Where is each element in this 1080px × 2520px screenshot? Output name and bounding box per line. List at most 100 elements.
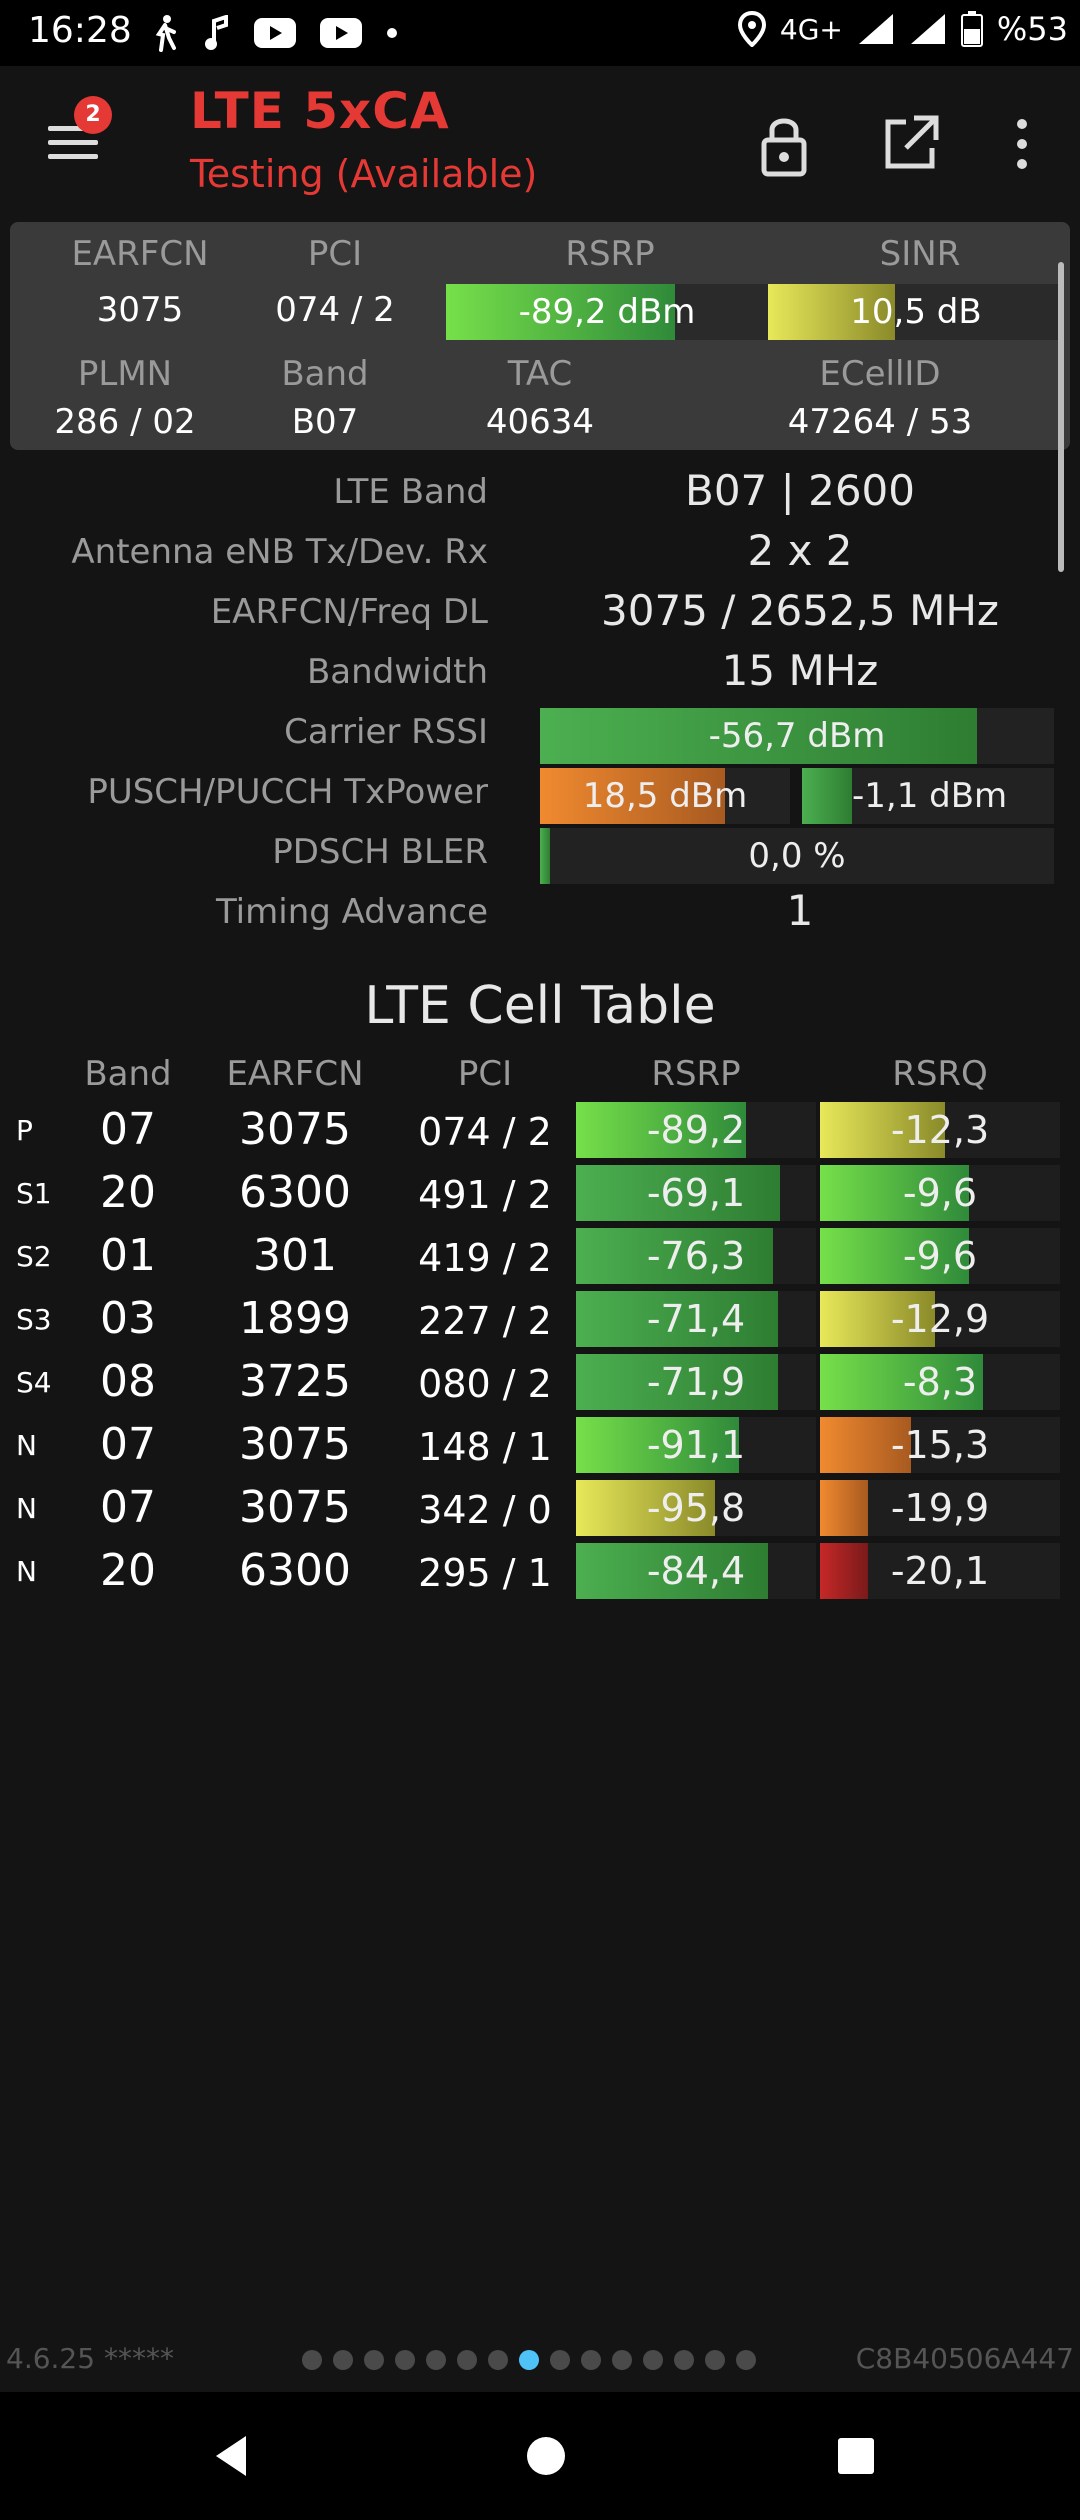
page-dot[interactable] xyxy=(302,2350,322,2370)
lte-band-value: B07 | 2600 xyxy=(685,466,915,515)
app-version: 4.6.25 ***** xyxy=(6,2342,174,2375)
cell-rsrq-fill xyxy=(820,1291,936,1347)
page-dot[interactable] xyxy=(736,2350,756,2370)
open-external-button[interactable] xyxy=(870,104,950,184)
navigation-bar xyxy=(0,2392,1080,2520)
more-vert-icon xyxy=(1017,119,1027,169)
band-value: B07 xyxy=(291,402,359,442)
lock-icon xyxy=(761,118,807,177)
page-dot[interactable] xyxy=(705,2350,725,2370)
bler-value: 0,0 % xyxy=(748,836,846,876)
bandwidth-row: Bandwidth 15 MHz xyxy=(0,646,1080,706)
back-button[interactable] xyxy=(202,2426,262,2486)
page-dot[interactable] xyxy=(364,2350,384,2370)
cell-type: S2 xyxy=(16,1240,52,1273)
cell-rsrp-bar: -71,4 xyxy=(576,1291,816,1347)
cell-band: 08 xyxy=(100,1356,156,1407)
cell-rsrq-fill xyxy=(820,1165,969,1221)
cell-earfcn: 1899 xyxy=(239,1293,351,1344)
battery-icon xyxy=(960,11,983,47)
earfcn-value: 3075 xyxy=(96,290,184,330)
cell-rsrq-fill xyxy=(820,1102,945,1158)
bler-row: PDSCH BLER 0,0 % xyxy=(0,826,1080,886)
txpower-label: PUSCH/PUCCH TxPower xyxy=(87,772,488,812)
cell-rsrp-fill xyxy=(576,1291,778,1347)
pci-column-header: PCI xyxy=(457,1054,513,1094)
lock-button[interactable] xyxy=(744,104,824,184)
page-dot[interactable] xyxy=(581,2350,601,2370)
location-icon xyxy=(737,11,766,47)
cell-type: N xyxy=(16,1492,37,1525)
cell-rsrp-fill xyxy=(576,1480,716,1536)
status-time: 16:28 xyxy=(28,10,132,51)
cell-earfcn: 3725 xyxy=(239,1356,351,1407)
rssi-value: -56,7 dBm xyxy=(708,716,886,756)
signal-icon xyxy=(910,14,945,44)
antenna-row: Antenna eNB Tx/Dev. Rx 2 x 2 xyxy=(0,526,1080,586)
page-dot[interactable] xyxy=(612,2350,632,2370)
sinr-meter-fill xyxy=(768,284,896,340)
page-dot[interactable] xyxy=(550,2350,570,2370)
app-title: LTE 5xCA xyxy=(190,82,450,140)
table-row: P 07 3075 074 / 2 -89,2 -12,3 xyxy=(0,1100,1080,1162)
cell-rsrp-value: -91,1 xyxy=(646,1423,746,1467)
page-dot[interactable] xyxy=(333,2350,353,2370)
cell-pci: 227 / 2 xyxy=(418,1299,552,1343)
rsrp-meter: -89,2 dBm xyxy=(446,284,768,340)
plmn-header: PLMN xyxy=(77,354,173,394)
page-dot[interactable] xyxy=(643,2350,663,2370)
table-row: S1 20 6300 491 / 2 -69,1 -9,6 xyxy=(0,1163,1080,1225)
bler-bar: 0,0 % xyxy=(540,828,1054,884)
cell-earfcn: 301 xyxy=(253,1230,337,1281)
page-dot[interactable] xyxy=(488,2350,508,2370)
device-id: C8B40506A447 xyxy=(855,2342,1074,2375)
dot-icon xyxy=(387,28,397,38)
sinr-value: 10,5 dB xyxy=(850,292,982,332)
cell-band: 20 xyxy=(100,1545,156,1596)
cell-type: S1 xyxy=(16,1177,52,1210)
table-row: S3 03 1899 227 / 2 -71,4 -12,9 xyxy=(0,1289,1080,1351)
youtube-icon xyxy=(254,18,296,48)
rsrp-value: -89,2 dBm xyxy=(518,292,696,332)
scrollbar[interactable] xyxy=(1058,262,1064,572)
more-options-button[interactable] xyxy=(982,104,1062,184)
page-indicator[interactable] xyxy=(302,2350,756,2370)
cell-earfcn: 3075 xyxy=(239,1482,351,1533)
cell-rsrq-bar: -12,9 xyxy=(820,1291,1060,1347)
page-dot[interactable] xyxy=(519,2350,539,2370)
serving-cell-card: EARFCN PCI RSRP SINR 3075 074 / 2 -89,2 … xyxy=(10,222,1070,450)
cell-rsrp-fill xyxy=(576,1228,773,1284)
page-dot[interactable] xyxy=(395,2350,415,2370)
recents-button[interactable] xyxy=(826,2426,886,2486)
cell-rsrp-bar: -84,4 xyxy=(576,1543,816,1599)
cell-rsrp-value: -69,1 xyxy=(646,1171,746,1215)
rsrp-column-header: RSRP xyxy=(651,1054,741,1094)
cell-type: N xyxy=(16,1429,37,1462)
cell-rsrq-fill xyxy=(820,1480,868,1536)
cell-rsrp-bar: -91,1 xyxy=(576,1417,816,1473)
timing-value: 1 xyxy=(786,886,814,935)
cell-rsrp-fill xyxy=(576,1543,768,1599)
rsrp-meter-fill xyxy=(446,284,675,340)
cell-rsrq-value: -12,9 xyxy=(890,1297,990,1341)
timing-label: Timing Advance xyxy=(215,892,488,932)
page-dot[interactable] xyxy=(457,2350,477,2370)
network-type: 4G+ xyxy=(779,12,843,46)
page-dot[interactable] xyxy=(426,2350,446,2370)
menu-button[interactable] xyxy=(40,112,104,172)
cell-pci: 342 / 0 xyxy=(418,1488,552,1532)
cell-band: 07 xyxy=(100,1104,156,1155)
cell-rsrq-value: -8,3 xyxy=(902,1360,978,1404)
page-dot[interactable] xyxy=(674,2350,694,2370)
home-icon xyxy=(527,2437,565,2475)
cell-band: 07 xyxy=(100,1419,156,1470)
home-button[interactable] xyxy=(516,2426,576,2486)
pucch-value: -1,1 dBm xyxy=(852,776,1008,816)
table-row: N 07 3075 148 / 1 -91,1 -15,3 xyxy=(0,1415,1080,1477)
cell-type: S4 xyxy=(16,1366,52,1399)
rssi-label: Carrier RSSI xyxy=(284,712,488,752)
cell-pci: 295 / 1 xyxy=(418,1551,552,1595)
cell-rsrp-value: -89,2 xyxy=(646,1108,746,1152)
timing-row: Timing Advance 1 xyxy=(0,886,1080,946)
bler-label: PDSCH BLER xyxy=(272,832,488,872)
